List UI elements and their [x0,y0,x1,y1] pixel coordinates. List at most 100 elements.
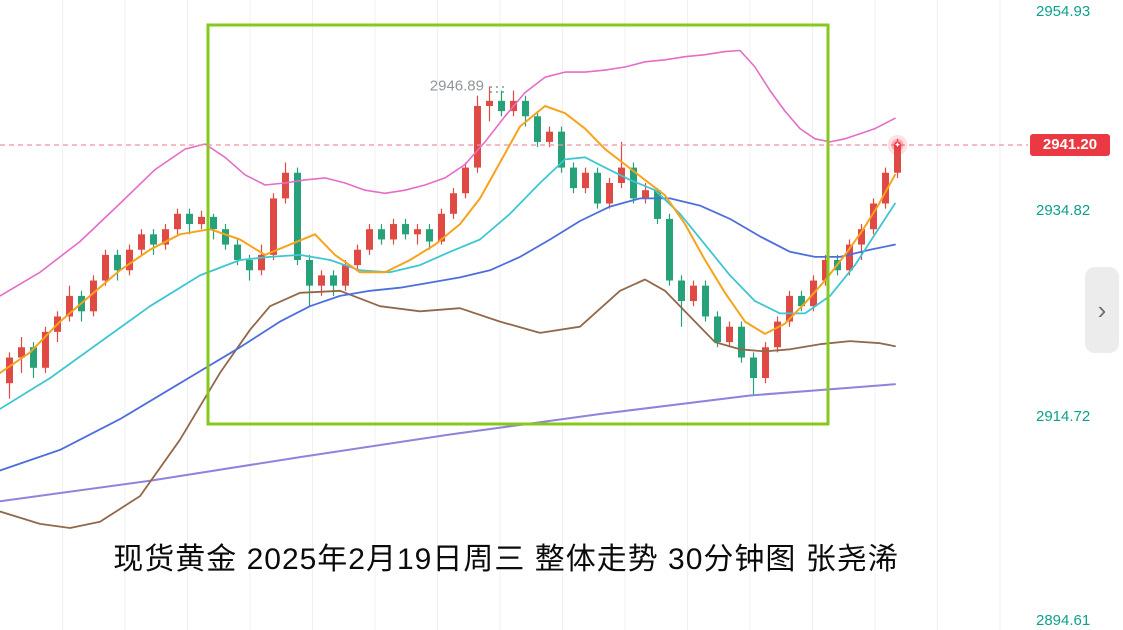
candle [378,224,385,245]
peak-dots-icon [496,86,498,88]
candle-body [798,295,805,307]
candle [450,188,457,219]
candle-body [702,285,709,317]
candle [714,311,721,348]
candle [606,177,613,209]
candle-body [690,285,697,302]
candle [762,342,769,384]
candle-body [366,229,373,250]
peak-dots-icon [496,91,498,93]
candle [678,275,685,327]
candle [6,352,13,399]
bollinger-upper-pink-line [0,49,896,297]
candle [150,229,157,255]
candle [294,167,301,266]
candle-body [426,229,433,242]
price-axis-label: 2914.72 [1036,407,1091,425]
candle-body [6,357,13,384]
candle-body [654,190,661,219]
candle [498,90,505,117]
candle-body [222,229,229,245]
candle [558,126,565,173]
candle-body [198,216,205,225]
candle-body [318,275,325,286]
candle [306,254,313,307]
candle-body [774,321,781,348]
peak-dots-icon [502,86,504,88]
candle-body [126,249,133,271]
candle [270,193,277,260]
candle [426,224,433,250]
candle [186,208,193,235]
candle-body [498,100,505,112]
candle [654,188,661,225]
candle-body [258,254,265,271]
candle [138,229,145,255]
candle [570,162,577,194]
candle-body [174,213,181,230]
candle-body [738,326,745,358]
candle-body [822,259,829,281]
candle [702,280,709,322]
candle [414,224,421,245]
candle-body [138,234,145,250]
candle-body [342,265,349,286]
candle-body [390,224,397,240]
candle-body [114,254,121,271]
candle-body [522,100,529,117]
candle-body [282,172,289,199]
candle-body [378,229,385,240]
candle [66,285,73,322]
candle [402,218,409,240]
gridlines [62,0,1001,630]
candle-body [270,198,277,255]
candle [42,326,49,373]
candle-body [594,172,601,204]
candle [618,141,625,189]
candle [630,162,637,204]
candle [546,126,553,148]
candle-body [234,244,241,260]
candle [126,244,133,276]
candle-body [858,229,865,245]
candle [222,224,229,250]
peak-dots-icon [490,91,492,93]
candles [6,86,901,399]
candle-body [570,167,577,189]
candle-body [306,259,313,286]
candle-body [606,182,613,204]
candle-body [162,229,169,245]
candle-body [882,172,889,204]
candle-body [894,145,901,173]
ma-brown-line [0,278,896,529]
candle-body [246,259,253,271]
candle [462,162,469,199]
candle [198,210,205,230]
candle-body [66,295,73,317]
candle-body [294,172,301,260]
candle [174,208,181,235]
candle-body [150,234,157,245]
candle [726,321,733,348]
candle [594,167,601,209]
candle-body [474,105,481,168]
candle-body [186,213,193,225]
price-axis-label: 2934.82 [1036,201,1091,219]
candle [162,224,169,250]
candle-body [666,218,673,281]
candle-body [714,316,721,343]
candle-body [630,167,637,199]
candle [258,244,265,276]
candle-body [726,326,733,343]
candle-body [18,347,25,358]
candle-body [402,224,409,235]
sparkle-icon: ✦ [894,141,901,150]
candle [690,280,697,307]
candle [102,249,109,286]
expand-handle[interactable]: › [1085,267,1119,353]
candle [486,86,493,122]
candle-body [486,100,493,106]
current-price-label: 2941.20 [1030,134,1110,156]
candle [366,224,373,255]
